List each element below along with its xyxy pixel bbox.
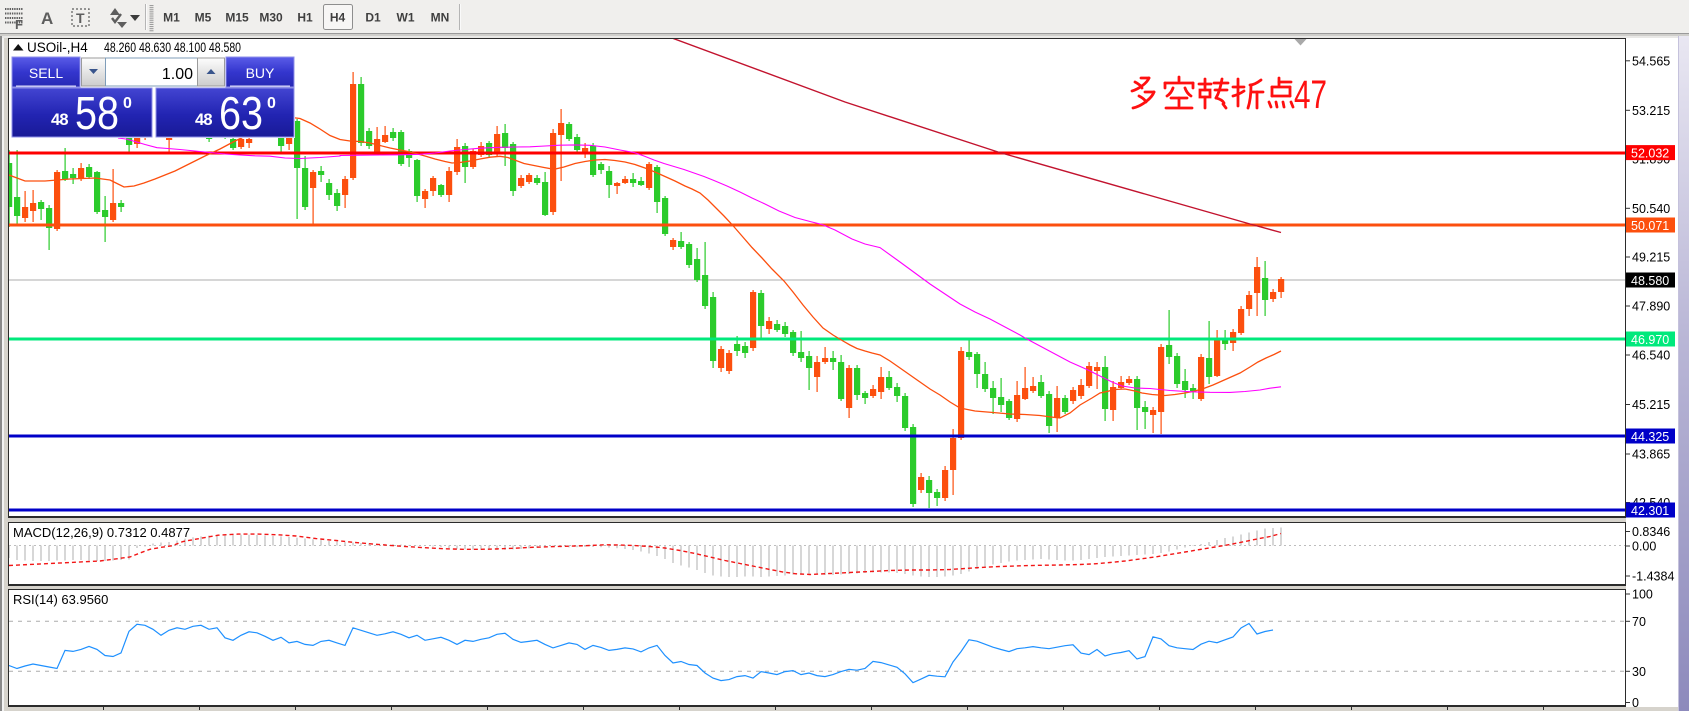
svg-text:M15: M15 (225, 11, 249, 25)
svg-text:44.325: 44.325 (1631, 430, 1669, 444)
svg-text:48: 48 (195, 111, 213, 129)
svg-text:30: 30 (1632, 665, 1646, 679)
svg-text:M1: M1 (163, 11, 180, 25)
svg-text:SELL: SELL (29, 65, 63, 81)
svg-text:F: F (15, 17, 23, 32)
svg-text:46.540: 46.540 (1632, 349, 1670, 363)
svg-text:48.580: 48.580 (1631, 274, 1669, 288)
svg-text:W1: W1 (397, 11, 415, 25)
svg-text:46.970: 46.970 (1631, 333, 1669, 347)
svg-text:D1: D1 (365, 11, 381, 25)
svg-text:50.540: 50.540 (1632, 202, 1670, 216)
svg-text:48.260 48.630 48.100 48.580: 48.260 48.630 48.100 48.580 (104, 40, 241, 55)
svg-text:MN: MN (431, 11, 450, 25)
svg-text:50.071: 50.071 (1631, 219, 1669, 233)
svg-text:H1: H1 (297, 11, 313, 25)
svg-text:0: 0 (267, 95, 276, 112)
svg-text:47: 47 (1294, 73, 1327, 117)
svg-text:42.301: 42.301 (1631, 504, 1669, 518)
svg-text:0: 0 (123, 95, 132, 112)
svg-text:48: 48 (51, 111, 69, 129)
svg-text:RSI(14) 63.9560: RSI(14) 63.9560 (13, 592, 108, 607)
svg-text:BUY: BUY (246, 65, 275, 81)
svg-text:MACD(12,26,9) 0.7312 0.4877: MACD(12,26,9) 0.7312 0.4877 (13, 525, 190, 540)
svg-text:45.215: 45.215 (1632, 398, 1670, 412)
svg-text:53.215: 53.215 (1632, 104, 1670, 118)
svg-text:0.00: 0.00 (1632, 540, 1656, 554)
svg-text:M5: M5 (195, 11, 212, 25)
svg-text:100: 100 (1632, 588, 1653, 602)
svg-text:H4: H4 (330, 11, 346, 25)
svg-text:A: A (41, 9, 53, 28)
svg-text:-1.4384: -1.4384 (1632, 570, 1674, 584)
svg-text:0.8346: 0.8346 (1632, 525, 1670, 539)
svg-text:52.032: 52.032 (1631, 146, 1669, 160)
svg-text:54.565: 54.565 (1632, 54, 1670, 68)
svg-text:43.865: 43.865 (1632, 448, 1670, 462)
svg-text:49.215: 49.215 (1632, 251, 1670, 265)
svg-text:47.890: 47.890 (1632, 300, 1670, 314)
svg-text:58: 58 (75, 87, 119, 139)
svg-text:T: T (76, 10, 85, 26)
svg-text:0: 0 (1632, 696, 1639, 710)
svg-text:70: 70 (1632, 615, 1646, 629)
svg-text:63: 63 (219, 87, 263, 139)
svg-text:USOil-,H4: USOil-,H4 (27, 40, 88, 55)
svg-text:M30: M30 (259, 11, 283, 25)
svg-text:1.00: 1.00 (162, 66, 193, 83)
